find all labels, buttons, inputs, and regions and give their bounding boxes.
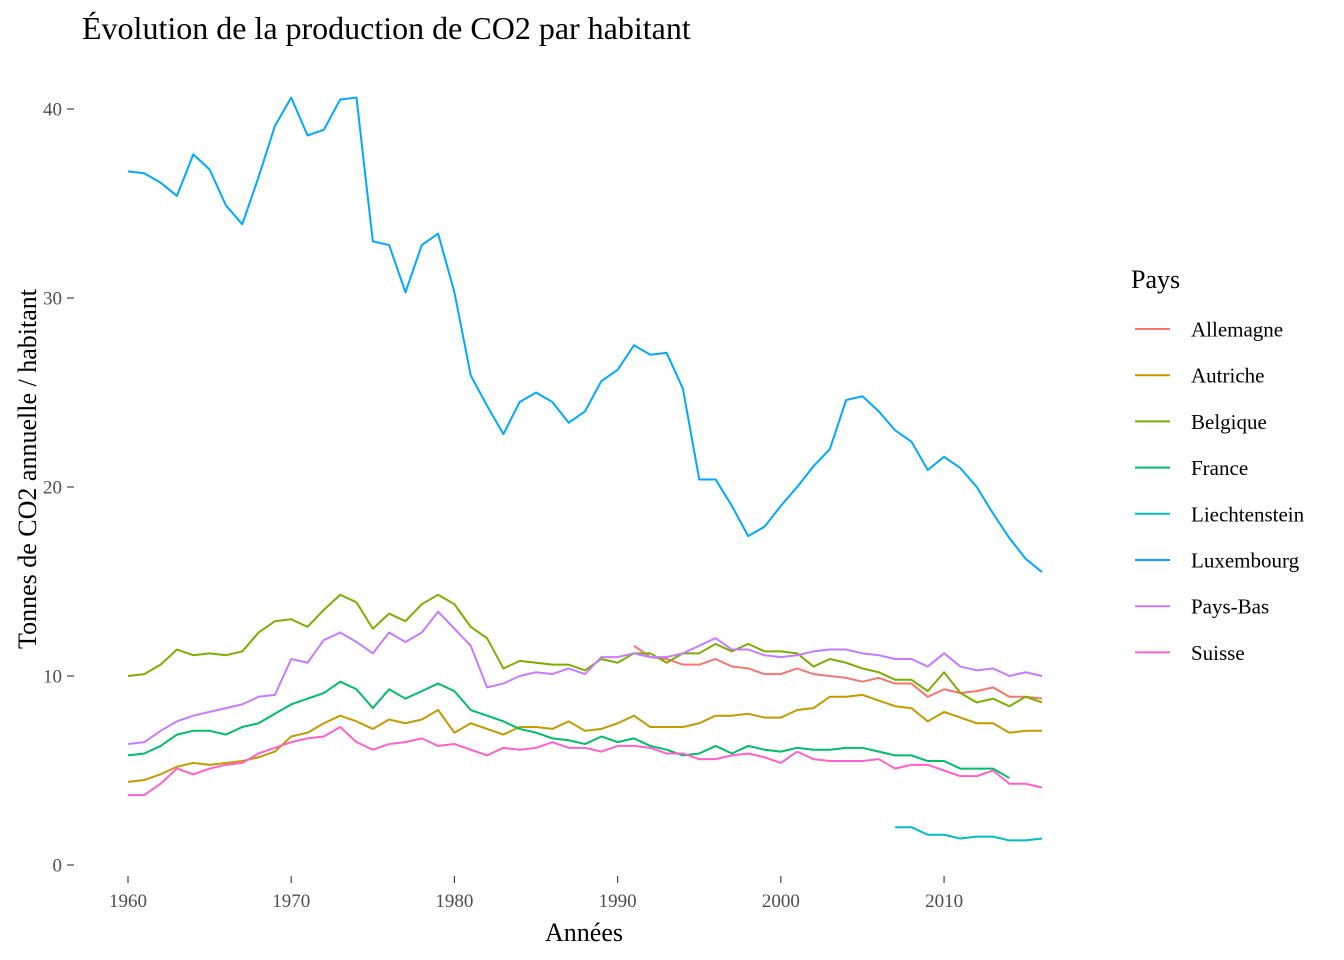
- legend-label: Autriche: [1191, 364, 1264, 388]
- plot-area: [127, 96, 1043, 842]
- series-line-pays-bas: [127, 610, 1043, 746]
- legend-label: Pays-Bas: [1191, 595, 1269, 619]
- series-line-liechtenstein: [895, 826, 1043, 842]
- legend-item-liechtenstein: Liechtenstein: [1135, 502, 1305, 526]
- chart-title: Évolution de la production de CO2 par ha…: [82, 10, 691, 46]
- legend-item-pays-bas: Pays-Bas: [1135, 595, 1269, 619]
- y-tick-label: 40: [43, 100, 62, 121]
- legend-label: France: [1191, 456, 1248, 480]
- legend-title: Pays: [1131, 265, 1180, 294]
- legend-label: Suisse: [1191, 641, 1245, 665]
- x-axis: 1960 1970 1980 1990 2000 2010: [109, 876, 963, 912]
- series-line-suisse: [128, 726, 1043, 797]
- legend-label: Liechtenstein: [1191, 502, 1305, 526]
- y-axis: 0 10 20 30 40: [43, 100, 74, 877]
- x-tick-label: 1970: [272, 891, 310, 912]
- legend-item-belgique: Belgique: [1135, 410, 1267, 434]
- x-tick-label: 1980: [435, 891, 473, 912]
- legend-item-allemagne: Allemagne: [1135, 318, 1283, 342]
- legend-item-suisse: Suisse: [1135, 641, 1245, 665]
- y-tick-label: 20: [43, 478, 62, 499]
- legend-item-france: France: [1135, 456, 1248, 480]
- y-axis-label: Tonnes de CO2 annuelle / habitant: [13, 288, 42, 649]
- series-line-belgique: [127, 593, 1043, 708]
- x-axis-label: Années: [545, 918, 623, 947]
- series-line-allemagne: [633, 644, 1043, 700]
- x-tick-label: 2010: [925, 891, 963, 912]
- y-tick-label: 10: [43, 667, 62, 688]
- x-tick-label: 1990: [599, 891, 637, 912]
- legend-label: Allemagne: [1191, 318, 1283, 342]
- y-tick-label: 0: [53, 856, 63, 877]
- legend-item-autriche: Autriche: [1135, 364, 1264, 388]
- series-line-france: [127, 680, 1010, 779]
- y-tick-label: 30: [43, 289, 62, 310]
- legend-item-luxembourg: Luxembourg: [1135, 549, 1300, 573]
- legend-label: Luxembourg: [1191, 549, 1300, 573]
- legend-label: Belgique: [1191, 410, 1267, 434]
- legend: Pays Allemagne Autriche Belgique France Liec…: [1131, 265, 1305, 665]
- x-tick-label: 2000: [762, 891, 800, 912]
- x-tick-label: 1960: [109, 891, 147, 912]
- series-line-autriche: [127, 693, 1042, 783]
- series-line-luxembourg: [127, 96, 1043, 573]
